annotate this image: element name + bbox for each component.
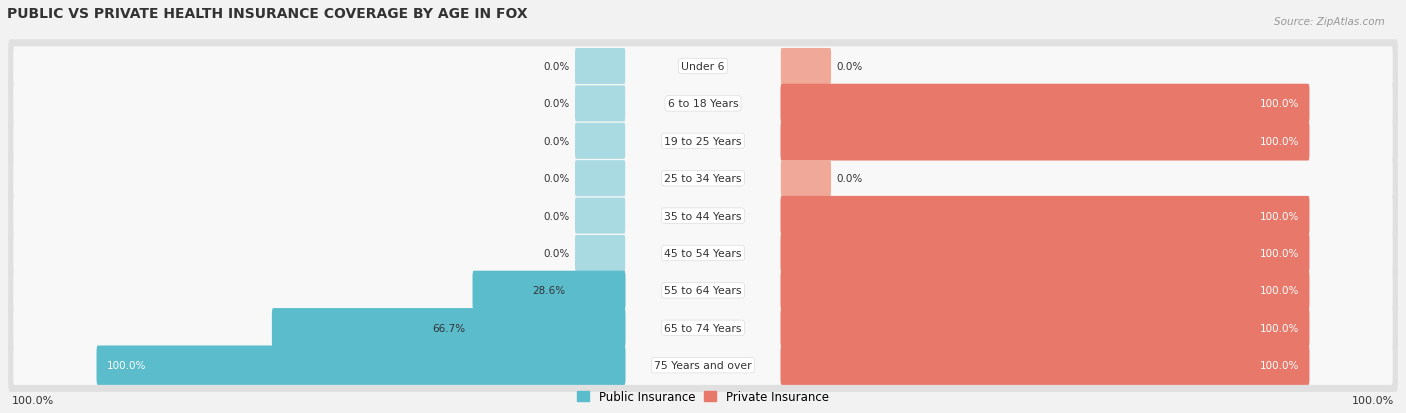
Legend: Public Insurance, Private Insurance: Public Insurance, Private Insurance (578, 390, 828, 403)
Text: 75 Years and over: 75 Years and over (654, 360, 752, 370)
Text: PUBLIC VS PRIVATE HEALTH INSURANCE COVERAGE BY AGE IN FOX: PUBLIC VS PRIVATE HEALTH INSURANCE COVER… (7, 7, 527, 21)
FancyBboxPatch shape (13, 346, 1393, 385)
FancyBboxPatch shape (8, 115, 1398, 168)
FancyBboxPatch shape (8, 40, 1398, 93)
Text: 100.0%: 100.0% (1260, 360, 1299, 370)
FancyBboxPatch shape (780, 197, 1309, 236)
Text: 0.0%: 0.0% (544, 136, 569, 147)
Text: 0.0%: 0.0% (544, 174, 569, 184)
FancyBboxPatch shape (780, 122, 1309, 161)
Text: 35 to 44 Years: 35 to 44 Years (664, 211, 742, 221)
FancyBboxPatch shape (8, 264, 1398, 317)
Text: 28.6%: 28.6% (533, 286, 565, 296)
FancyBboxPatch shape (780, 309, 1309, 348)
Text: 100.0%: 100.0% (1260, 136, 1299, 147)
Text: 25 to 34 Years: 25 to 34 Years (664, 174, 742, 184)
Text: 100.0%: 100.0% (107, 360, 146, 370)
Text: 19 to 25 Years: 19 to 25 Years (664, 136, 742, 147)
FancyBboxPatch shape (780, 234, 1309, 273)
FancyBboxPatch shape (575, 235, 626, 271)
FancyBboxPatch shape (575, 198, 626, 234)
FancyBboxPatch shape (13, 234, 1393, 273)
FancyBboxPatch shape (13, 309, 1393, 348)
FancyBboxPatch shape (8, 301, 1398, 355)
Text: 0.0%: 0.0% (837, 62, 862, 72)
FancyBboxPatch shape (13, 271, 1393, 310)
FancyBboxPatch shape (780, 346, 1309, 385)
Text: 0.0%: 0.0% (544, 211, 569, 221)
FancyBboxPatch shape (575, 49, 626, 85)
FancyBboxPatch shape (97, 346, 626, 385)
Text: 100.0%: 100.0% (1353, 395, 1395, 405)
FancyBboxPatch shape (8, 78, 1398, 131)
FancyBboxPatch shape (8, 227, 1398, 280)
FancyBboxPatch shape (13, 122, 1393, 161)
Text: 0.0%: 0.0% (544, 248, 569, 259)
FancyBboxPatch shape (13, 85, 1393, 124)
FancyBboxPatch shape (780, 161, 831, 197)
FancyBboxPatch shape (575, 123, 626, 159)
FancyBboxPatch shape (575, 161, 626, 197)
Text: 100.0%: 100.0% (1260, 323, 1299, 333)
FancyBboxPatch shape (13, 47, 1393, 86)
FancyBboxPatch shape (780, 271, 1309, 310)
Text: 0.0%: 0.0% (544, 62, 569, 72)
Text: 100.0%: 100.0% (1260, 286, 1299, 296)
FancyBboxPatch shape (472, 271, 626, 310)
Text: Source: ZipAtlas.com: Source: ZipAtlas.com (1274, 17, 1385, 26)
FancyBboxPatch shape (780, 49, 831, 85)
FancyBboxPatch shape (575, 86, 626, 122)
FancyBboxPatch shape (13, 159, 1393, 198)
FancyBboxPatch shape (13, 197, 1393, 236)
Text: 55 to 64 Years: 55 to 64 Years (664, 286, 742, 296)
Text: 65 to 74 Years: 65 to 74 Years (664, 323, 742, 333)
Text: 0.0%: 0.0% (837, 174, 862, 184)
Text: 100.0%: 100.0% (1260, 211, 1299, 221)
Text: 100.0%: 100.0% (1260, 248, 1299, 259)
Text: 66.7%: 66.7% (432, 323, 465, 333)
Text: Under 6: Under 6 (682, 62, 724, 72)
FancyBboxPatch shape (780, 85, 1309, 124)
Text: 6 to 18 Years: 6 to 18 Years (668, 99, 738, 109)
Text: 100.0%: 100.0% (11, 395, 53, 405)
FancyBboxPatch shape (8, 152, 1398, 205)
Text: 45 to 54 Years: 45 to 54 Years (664, 248, 742, 259)
FancyBboxPatch shape (8, 339, 1398, 392)
Text: 100.0%: 100.0% (1260, 99, 1299, 109)
FancyBboxPatch shape (8, 190, 1398, 243)
Text: 0.0%: 0.0% (544, 99, 569, 109)
FancyBboxPatch shape (271, 309, 626, 348)
